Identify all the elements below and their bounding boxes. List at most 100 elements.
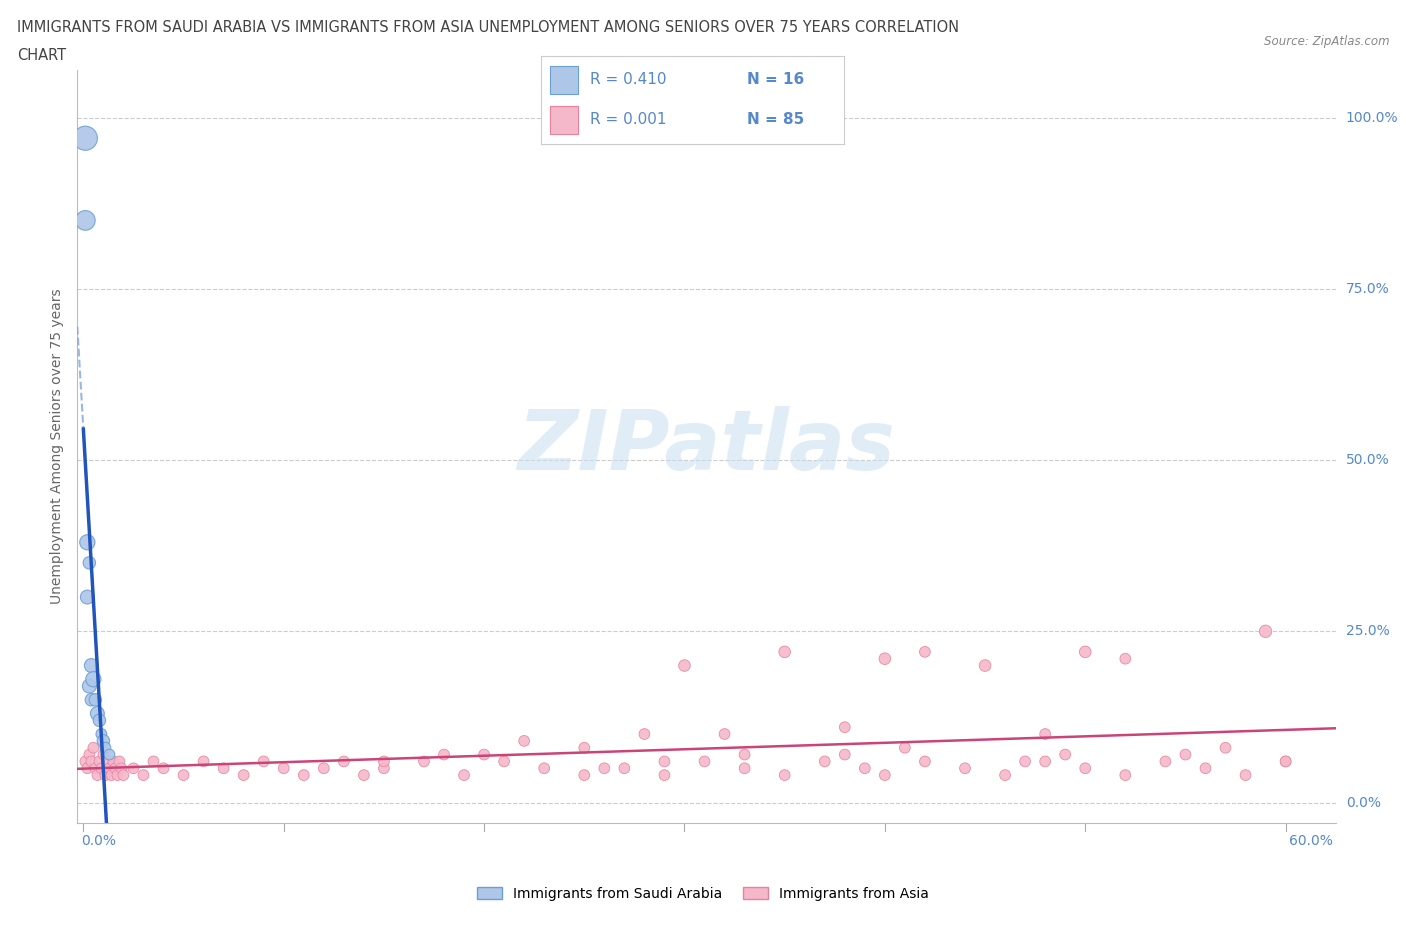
Point xyxy=(84,692,107,707)
Point xyxy=(253,754,276,769)
Point xyxy=(90,726,112,741)
Text: 0.0%: 0.0% xyxy=(82,834,117,848)
Legend: Immigrants from Saudi Arabia, Immigrants from Asia: Immigrants from Saudi Arabia, Immigrants… xyxy=(471,882,935,907)
Point xyxy=(80,658,103,673)
Point xyxy=(110,761,132,776)
Point xyxy=(373,761,395,776)
Point xyxy=(80,692,103,707)
Point xyxy=(593,761,616,776)
Point xyxy=(142,754,165,769)
Point xyxy=(1074,761,1097,776)
Point xyxy=(80,754,103,769)
Point xyxy=(633,726,655,741)
Point xyxy=(76,761,98,776)
Point xyxy=(433,747,456,762)
Point xyxy=(1274,754,1296,769)
Point xyxy=(89,713,111,728)
Point xyxy=(1194,761,1216,776)
Point xyxy=(1274,754,1296,769)
Point xyxy=(292,767,315,782)
Point xyxy=(232,767,254,782)
Text: Source: ZipAtlas.com: Source: ZipAtlas.com xyxy=(1264,35,1389,48)
Point xyxy=(574,767,596,782)
Point xyxy=(494,754,516,769)
Point xyxy=(152,761,174,776)
Point xyxy=(86,767,108,782)
Text: 0.0%: 0.0% xyxy=(1346,795,1381,809)
Text: R = 0.410: R = 0.410 xyxy=(589,73,666,87)
Point xyxy=(82,740,104,755)
Text: ZIPatlas: ZIPatlas xyxy=(517,405,896,487)
Point xyxy=(103,754,125,769)
Point xyxy=(914,754,936,769)
Point xyxy=(89,754,111,769)
Point xyxy=(76,590,98,604)
Point xyxy=(86,706,108,721)
Text: 25.0%: 25.0% xyxy=(1346,624,1389,638)
Point xyxy=(1114,651,1136,666)
Point xyxy=(75,131,97,146)
Point xyxy=(107,767,129,782)
Y-axis label: Unemployment Among Seniors over 75 years: Unemployment Among Seniors over 75 years xyxy=(51,288,65,604)
Point xyxy=(93,747,115,762)
Point xyxy=(853,761,876,776)
Point xyxy=(953,761,976,776)
Point xyxy=(94,767,117,782)
Point xyxy=(75,754,97,769)
Point xyxy=(834,747,856,762)
Point xyxy=(873,767,896,782)
Point xyxy=(333,754,356,769)
Point xyxy=(104,761,127,776)
Point xyxy=(654,754,676,769)
Point xyxy=(312,761,335,776)
Point xyxy=(94,740,117,755)
Point xyxy=(373,754,395,769)
Point xyxy=(613,761,636,776)
Point xyxy=(513,734,536,749)
Point xyxy=(734,747,756,762)
Text: N = 16: N = 16 xyxy=(747,73,804,87)
Point xyxy=(273,761,295,776)
Point xyxy=(79,555,101,570)
Point xyxy=(1234,767,1257,782)
Point xyxy=(1014,754,1036,769)
Point xyxy=(212,761,235,776)
Point xyxy=(994,767,1017,782)
Point xyxy=(734,761,756,776)
FancyBboxPatch shape xyxy=(550,65,578,94)
Point xyxy=(673,658,696,673)
Point xyxy=(773,767,796,782)
Point xyxy=(1054,747,1077,762)
Point xyxy=(353,767,375,782)
Text: 75.0%: 75.0% xyxy=(1346,282,1389,296)
Text: N = 85: N = 85 xyxy=(747,112,804,126)
Point xyxy=(713,726,735,741)
FancyBboxPatch shape xyxy=(550,106,578,135)
Point xyxy=(108,754,131,769)
Point xyxy=(834,720,856,735)
Text: 100.0%: 100.0% xyxy=(1346,111,1399,125)
Point xyxy=(472,747,495,762)
Point xyxy=(96,754,118,769)
Point xyxy=(112,767,135,782)
Point xyxy=(90,761,112,776)
Point xyxy=(193,754,215,769)
Point xyxy=(914,644,936,659)
Text: 50.0%: 50.0% xyxy=(1346,453,1389,467)
Point xyxy=(132,767,155,782)
Point xyxy=(82,671,104,686)
Point xyxy=(1074,644,1097,659)
Point xyxy=(98,761,121,776)
Point xyxy=(814,754,837,769)
Point xyxy=(1154,754,1177,769)
Point xyxy=(894,740,917,755)
Point xyxy=(1114,767,1136,782)
Point xyxy=(79,747,101,762)
Point xyxy=(533,761,555,776)
Point xyxy=(693,754,716,769)
Text: R = 0.001: R = 0.001 xyxy=(589,112,666,126)
Point xyxy=(773,644,796,659)
Point xyxy=(1254,624,1277,639)
Point xyxy=(1215,740,1237,755)
Point xyxy=(173,767,195,782)
